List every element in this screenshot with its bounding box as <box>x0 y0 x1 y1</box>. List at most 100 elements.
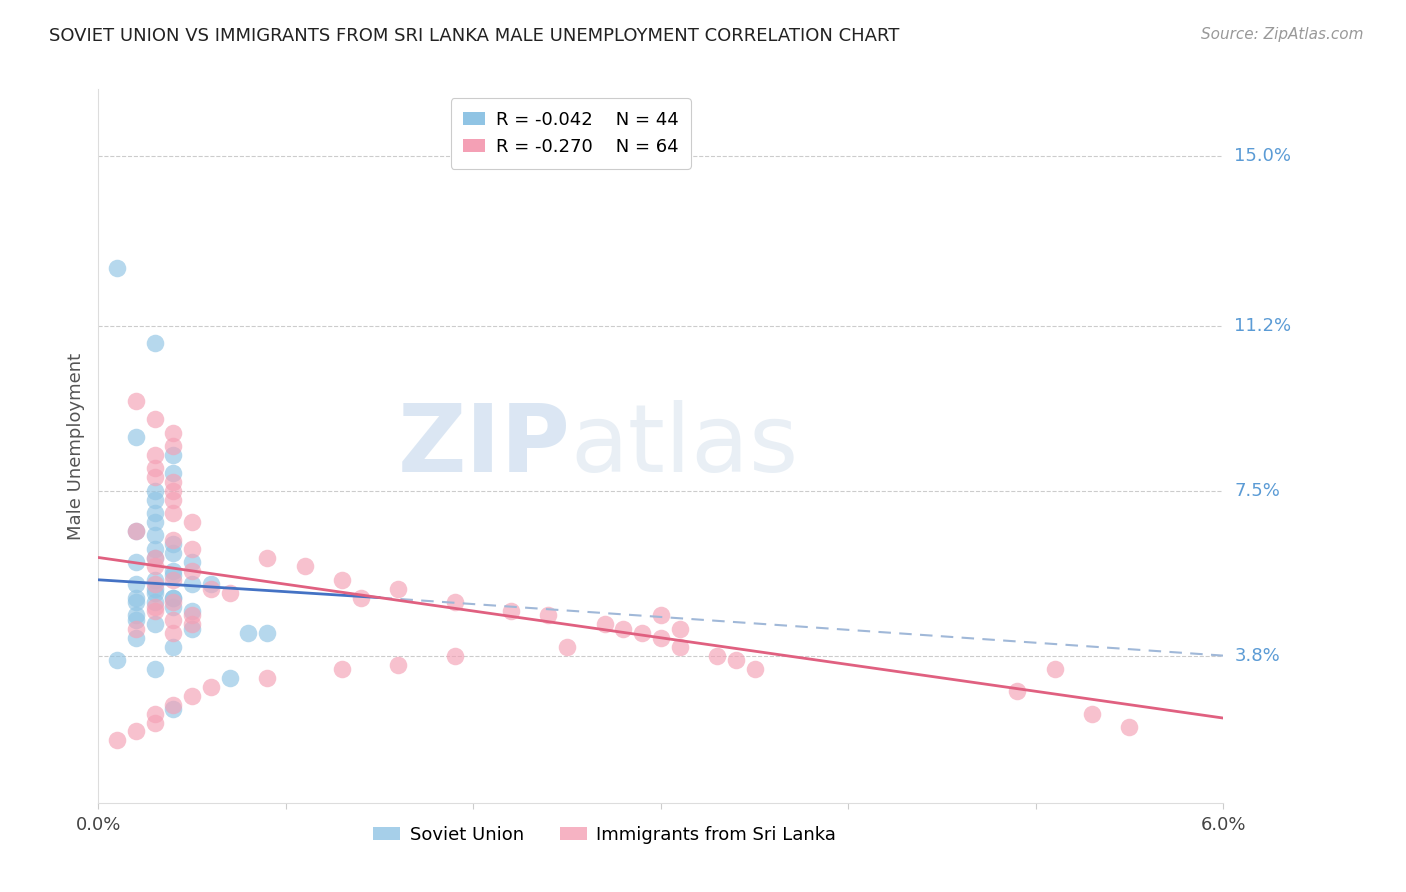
Point <box>143 586 166 600</box>
Point <box>125 524 148 538</box>
Point <box>706 648 728 663</box>
Point <box>162 702 184 716</box>
Point <box>162 573 184 587</box>
Point <box>162 537 184 551</box>
Point <box>143 595 166 609</box>
Point <box>105 653 128 667</box>
Point <box>105 733 128 747</box>
Point <box>162 613 184 627</box>
Y-axis label: Male Unemployment: Male Unemployment <box>66 352 84 540</box>
Point <box>143 573 166 587</box>
Point <box>162 492 184 507</box>
Point <box>181 541 204 556</box>
Point <box>668 622 690 636</box>
Point <box>162 425 184 440</box>
Point <box>162 439 184 453</box>
Point <box>162 483 184 498</box>
Point <box>162 599 184 614</box>
Text: 0.0%: 0.0% <box>76 816 121 834</box>
Point <box>181 555 204 569</box>
Point <box>125 524 148 538</box>
Point <box>181 564 204 578</box>
Point <box>724 653 747 667</box>
Point <box>143 483 166 498</box>
Point <box>443 595 465 609</box>
Point <box>143 515 166 529</box>
Point <box>1005 684 1028 698</box>
Point <box>200 582 222 596</box>
Point <box>294 559 316 574</box>
Text: Source: ZipAtlas.com: Source: ZipAtlas.com <box>1201 27 1364 42</box>
Point <box>631 626 654 640</box>
Text: atlas: atlas <box>571 400 799 492</box>
Point <box>612 622 634 636</box>
Point <box>181 622 204 636</box>
Point <box>256 671 278 685</box>
Text: 6.0%: 6.0% <box>1201 816 1246 834</box>
Point <box>143 559 166 574</box>
Point <box>162 568 184 582</box>
Point <box>200 680 222 694</box>
Point <box>537 608 560 623</box>
Text: SOVIET UNION VS IMMIGRANTS FROM SRI LANKA MALE UNEMPLOYMENT CORRELATION CHART: SOVIET UNION VS IMMIGRANTS FROM SRI LANK… <box>49 27 900 45</box>
Point <box>143 604 166 618</box>
Point <box>162 640 184 654</box>
Point <box>162 448 184 462</box>
Point <box>125 631 148 645</box>
Point <box>162 475 184 489</box>
Point <box>181 689 204 703</box>
Point <box>143 662 166 676</box>
Point <box>181 608 204 623</box>
Point <box>125 577 148 591</box>
Legend: Soviet Union, Immigrants from Sri Lanka: Soviet Union, Immigrants from Sri Lanka <box>366 819 844 851</box>
Point <box>443 648 465 663</box>
Point <box>143 470 166 484</box>
Point <box>143 506 166 520</box>
Point <box>181 604 204 618</box>
Point <box>105 260 128 275</box>
Point <box>555 640 578 654</box>
Point <box>125 608 148 623</box>
Point <box>499 604 522 618</box>
Point <box>143 492 166 507</box>
Point <box>143 577 166 591</box>
Point <box>143 715 166 730</box>
Text: ZIP: ZIP <box>398 400 571 492</box>
Point <box>238 626 260 640</box>
Point <box>125 595 148 609</box>
Point <box>143 461 166 475</box>
Text: 15.0%: 15.0% <box>1234 147 1291 165</box>
Point <box>125 555 148 569</box>
Point <box>200 577 222 591</box>
Point <box>162 626 184 640</box>
Text: 3.8%: 3.8% <box>1234 647 1279 665</box>
Point <box>256 626 278 640</box>
Point <box>181 617 204 632</box>
Point <box>125 430 148 444</box>
Point <box>1081 706 1104 721</box>
Point <box>125 613 148 627</box>
Point <box>162 506 184 520</box>
Point <box>143 617 166 632</box>
Point <box>143 599 166 614</box>
Point <box>143 550 166 565</box>
Point <box>218 671 240 685</box>
Point <box>162 698 184 712</box>
Point <box>387 582 409 596</box>
Point <box>143 541 166 556</box>
Point <box>162 595 184 609</box>
Point <box>650 608 672 623</box>
Point <box>1043 662 1066 676</box>
Point <box>143 336 166 351</box>
Text: 11.2%: 11.2% <box>1234 317 1292 334</box>
Point <box>125 591 148 605</box>
Point <box>387 657 409 672</box>
Point <box>125 394 148 409</box>
Point <box>744 662 766 676</box>
Point <box>125 622 148 636</box>
Point <box>218 586 240 600</box>
Point <box>143 706 166 721</box>
Point <box>256 550 278 565</box>
Point <box>593 617 616 632</box>
Point <box>162 564 184 578</box>
